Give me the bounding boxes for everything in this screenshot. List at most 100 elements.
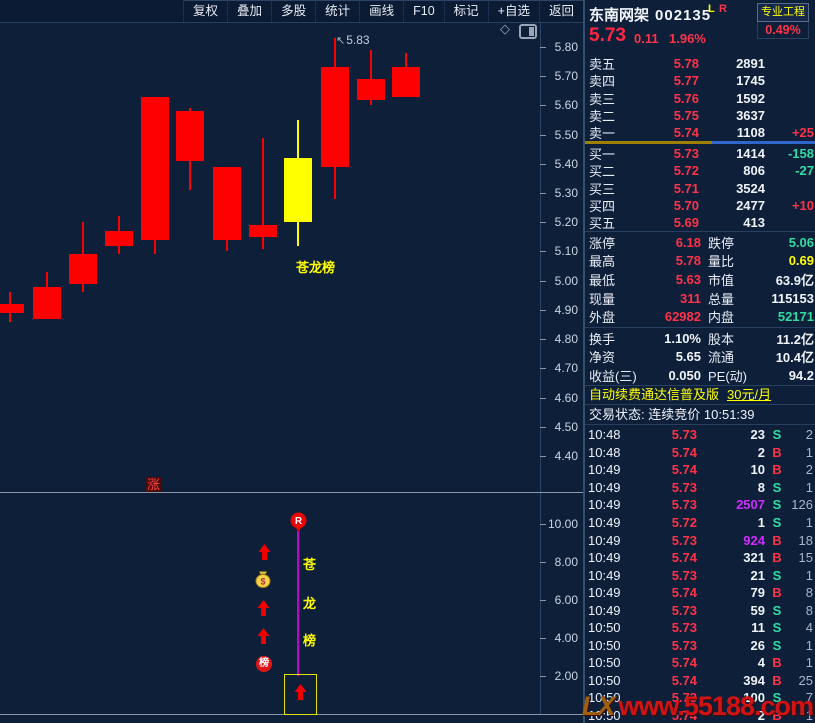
y-axis-tick [540,339,546,341]
y-axis-tick [540,193,546,195]
bang-badge-icon: 榜 [256,656,272,672]
toolbar-button[interactable]: 叠加 [227,0,272,22]
trade-row: 10:49 5.74 10 B 2 [585,461,815,479]
toolbar-button[interactable]: 多股 [271,0,316,22]
ratio-bar-yellow [585,141,712,144]
quote-panel: 东南网架 002135 L R 专业工程 0.49% 5.73 0.11 1.96… [585,0,815,723]
trade-time: 10:50 [588,655,621,671]
subscription-ad[interactable]: 自动续费通达信普及版 30元/月 [585,387,815,403]
y-axis-label: 5.60 [554,98,578,113]
level-label: 卖二 [589,109,616,125]
level-volume: 1592 [736,90,765,106]
level-volume: 3524 [736,180,765,196]
toolbar-button[interactable]: 画线 [359,0,404,22]
bid-row[interactable]: 买二 5.72 806 -27 [585,162,815,179]
diamond-icon[interactable]: ◇ [500,21,510,36]
y-axis-label: 4.60 [554,390,578,405]
stat-label: 外盘 [589,310,616,326]
toolbar-button[interactable]: 标记 [443,0,488,22]
signal-connector-line [297,531,299,676]
trade-time: 10:50 [588,708,621,723]
stat-value: 94.2 [788,367,814,383]
bid-row[interactable]: 买五 5.69 413 [585,214,815,231]
candle-body [176,111,204,161]
chart-area[interactable]: 5.80 5.70 5.60 5.50 5.40 5.30 5.20 5.10 5.00 4.90… [0,0,583,723]
stat-row: 换手 1.10% 股本 11.2亿 [585,329,815,348]
candle-wick [370,49,372,106]
ask-row[interactable]: 卖二 5.75 3637 [585,107,815,124]
trade-row: 10:49 5.73 924 B 18 [585,531,815,549]
toolbar-button[interactable]: +自选 [487,0,539,22]
level-label: 买三 [589,181,616,197]
level-volume: 1745 [736,73,765,89]
trade-count: 2 [805,427,813,443]
trade-time: 10:49 [588,515,621,530]
trade-side: S [772,602,782,618]
tick-trade-list[interactable]: 10:48 5.73 23 S 2 10:48 5.74 2 B 1 10:49 5.74 10 B 2 10… [585,426,815,723]
trade-time: 10:48 [588,427,621,443]
separator [585,327,815,328]
stat-value: 311 [680,290,701,306]
sector-name[interactable]: 专业工程 [757,3,809,22]
toolbar: 复权 叠加 多股 统计 画线 F10 标记 +自选 返回 [0,0,583,23]
trade-row: 10:49 5.73 21 S 1 [585,566,815,584]
level-label: 卖四 [589,74,616,90]
trade-price: 5.73 [671,690,697,706]
trade-time: 10:49 [588,479,621,495]
stat-value: 62982 [664,309,701,325]
y-axis-tick [540,676,546,677]
trade-price: 5.72 [671,515,697,530]
candle-body [105,231,133,246]
trade-count: 1 [805,637,813,653]
layout-panel-icon[interactable] [519,24,537,39]
trade-side: S [772,515,782,530]
toolbar-button[interactable]: F10 [403,0,444,22]
svg-text:$: $ [260,577,265,587]
trade-price: 5.73 [671,532,697,548]
price-axis-line [540,22,541,714]
y-axis-tick [540,222,546,224]
ask-row[interactable]: 卖一 5.74 1108 +25 [585,124,815,141]
candle-body [357,79,385,100]
bid-row[interactable]: 买一 5.73 1414 -158 [585,145,815,162]
trade-volume: 2 [757,444,765,460]
stat-row: 现量 311 总量 115153 [585,289,815,308]
stat-label: 涨停 [589,235,616,251]
y-axis-label: 10.00 [547,517,578,531]
toolbar-button[interactable]: 返回 [538,0,583,22]
ask-row[interactable]: 卖四 5.77 1745 [585,72,815,89]
high-price-annotation: ↖5.83 [336,33,370,47]
candle-body [392,67,420,97]
trade-price: 5.73 [671,567,697,583]
bid-row[interactable]: 买四 5.70 2477 +10 [585,197,815,214]
bid-queue: 买一 5.73 1414 -158 买二 5.72 806 -27 买三 5.71 3524 买四 5.… [585,145,815,231]
separator [585,231,815,232]
up-arrow-icon [257,600,270,621]
y-axis-tick [540,562,546,563]
ask-row[interactable]: 卖五 5.78 2891 [585,55,815,72]
level-volume: 1108 [736,125,765,141]
sector-box[interactable]: 专业工程 0.49% [757,3,809,39]
candle-body [33,286,61,319]
trade-row: 10:50 5.73 26 S 1 [585,637,815,655]
bid-row[interactable]: 买三 5.71 3524 [585,180,815,197]
ratio-bar-blue [711,141,815,144]
ask-row[interactable]: 卖三 5.76 1592 [585,90,815,107]
level-label: 卖一 [589,126,616,142]
svg-text:R: R [295,516,303,527]
y-axis-label: 4.50 [554,419,578,434]
stat-value: 5.63 [675,271,701,287]
trade-price: 5.74 [671,462,697,478]
trade-time: 10:50 [588,637,621,653]
level-delta: +25 [791,125,814,141]
up-arrow-icon [258,544,271,565]
toolbar-button[interactable]: 统计 [315,0,360,22]
y-axis-tick [540,397,546,399]
candle-body [0,304,24,313]
y-axis-label: 5.30 [554,186,578,201]
trade-time: 10:50 [588,672,621,688]
trade-volume: 2 [757,708,765,723]
stat-value: 6.18 [675,234,701,250]
toolbar-button[interactable]: 复权 [183,0,228,22]
status-label: 交易状态: [589,407,645,422]
